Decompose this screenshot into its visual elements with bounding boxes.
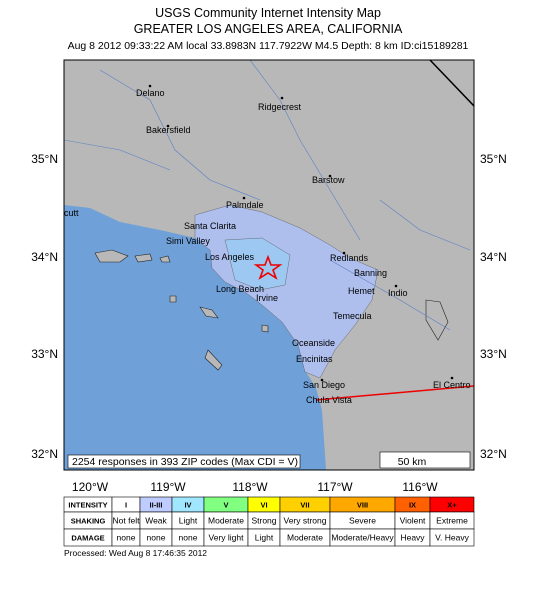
legend-intensity: V xyxy=(223,501,228,510)
longitude-label: 117°W xyxy=(317,480,353,494)
city-label: Redlands xyxy=(330,253,369,263)
legend-damage: Heavy xyxy=(400,533,425,543)
city-label: San Diego xyxy=(303,380,345,390)
city-label: Irvine xyxy=(256,293,278,303)
legend-damage: Moderate xyxy=(287,533,323,543)
legend-damage: Moderate/Heavy xyxy=(331,533,394,543)
legend-shaking: Violent xyxy=(400,516,426,526)
city-label: Santa Clarita xyxy=(184,221,236,231)
event-info: Aug 8 2012 09:33:22 AM local 33.8983N 11… xyxy=(68,40,469,52)
islands-and-lake xyxy=(94,249,449,371)
city-label: Chula Vista xyxy=(306,395,352,405)
legend-row-label: DAMAGE xyxy=(71,534,104,543)
ocean xyxy=(64,205,326,470)
legend-intensity: II-III xyxy=(150,501,163,510)
city-label: Barstow xyxy=(312,175,345,185)
legend-intensity: IX xyxy=(409,501,416,510)
legend-damage: none xyxy=(117,533,136,543)
map-frame xyxy=(63,59,475,471)
legend-shaking: Not felt xyxy=(113,516,141,526)
city-label: Temecula xyxy=(333,311,372,321)
scale-label: 50 km xyxy=(398,456,427,468)
city-dot xyxy=(148,84,152,88)
longitude-label: 118°W xyxy=(232,480,268,494)
scale-box xyxy=(379,451,471,469)
longitude-label: 116°W xyxy=(402,480,438,494)
roads-rivers xyxy=(64,60,471,331)
city-label: Palmdale xyxy=(226,200,264,210)
city-dot xyxy=(280,96,284,100)
legend-shaking: Very strong xyxy=(284,516,327,526)
latitude-label: 35°N xyxy=(480,152,507,166)
city-label: Banning xyxy=(354,268,387,278)
map-title: USGS Community Internet Intensity Map xyxy=(155,6,381,20)
legend-damage: Light xyxy=(255,533,274,543)
city-label: Simi Valley xyxy=(166,236,210,246)
legend-damage: none xyxy=(179,533,198,543)
processed-date: Processed: Wed Aug 8 17:46:35 2012 xyxy=(64,548,207,558)
legend-intensity: X+ xyxy=(447,501,457,510)
border-line xyxy=(315,385,474,401)
legend-intensity: VI xyxy=(260,501,267,510)
intensity-legend: INTENSITY SHAKING DAMAGE I Not felt none II-II… xyxy=(63,496,475,547)
legend-row-label: SHAKING xyxy=(71,517,106,526)
longitude-label: 119°W xyxy=(150,480,186,494)
latitude-label: 32°N xyxy=(480,447,507,461)
legend-shaking: Severe xyxy=(349,516,376,526)
epicenter-star xyxy=(253,254,283,280)
state-border xyxy=(429,60,474,107)
latitude-label: 33°N xyxy=(480,347,507,361)
latitude-label: 32°N xyxy=(31,447,58,461)
map-area: Delano Ridgecrest Bakersfield Barstow Palmda… xyxy=(64,60,474,470)
legend-shaking: Strong xyxy=(251,516,276,526)
city-label: El Centro xyxy=(433,380,471,390)
responses-box xyxy=(67,454,301,469)
city-label: Ridgecrest xyxy=(258,102,302,112)
legend-shaking: Weak xyxy=(145,516,167,526)
city-label: cutt xyxy=(64,208,79,218)
legend-damage: none xyxy=(147,533,166,543)
city-label: Bakersfield xyxy=(146,125,191,135)
responses-note: 2254 responses in 393 ZIP codes (Max CDI… xyxy=(72,456,298,468)
legend-shaking: Light xyxy=(179,516,198,526)
city-labels: Delano Ridgecrest Bakersfield Barstow Palmda… xyxy=(64,84,471,405)
legend-damage: Very light xyxy=(209,533,245,543)
city-dot xyxy=(342,251,346,255)
coordinate-labels: 35°N 35°N 34°N 34°N 33°N 33°N 32°N 32°N 120°W 119… xyxy=(31,152,507,494)
city-dot xyxy=(320,378,324,382)
map-subtitle: GREATER LOS ANGELES AREA, CALIFORNIA xyxy=(134,22,403,36)
city-dot xyxy=(328,174,332,178)
city-dot xyxy=(394,284,398,288)
city-dot xyxy=(450,376,454,380)
longitude-label: 120°W xyxy=(72,480,109,494)
city-label: Delano xyxy=(136,88,165,98)
city-label: Long Beach xyxy=(216,284,264,294)
legend-intensity: VIII xyxy=(357,501,368,510)
legend-row-label: INTENSITY xyxy=(68,501,107,510)
legend-shaking: Moderate xyxy=(208,516,244,526)
legend-intensity: VII xyxy=(300,501,309,510)
city-label: Indio xyxy=(388,288,408,298)
city-label: Encinitas xyxy=(296,354,333,364)
city-label: Hemet xyxy=(348,286,375,296)
legend-intensity: IV xyxy=(184,501,191,510)
city-dot xyxy=(242,196,246,200)
legend-damage: V. Heavy xyxy=(435,533,469,543)
legend-shaking: Extreme xyxy=(436,516,468,526)
latitude-label: 34°N xyxy=(480,250,507,264)
city-dot xyxy=(166,124,170,128)
latitude-label: 35°N xyxy=(31,152,58,166)
latitude-label: 33°N xyxy=(31,347,58,361)
legend-cell xyxy=(429,528,475,547)
latitude-label: 34°N xyxy=(31,250,58,264)
city-label: Los Angeles xyxy=(205,252,255,262)
legend-intensity: I xyxy=(125,501,127,510)
city-label: Oceanside xyxy=(292,338,335,348)
